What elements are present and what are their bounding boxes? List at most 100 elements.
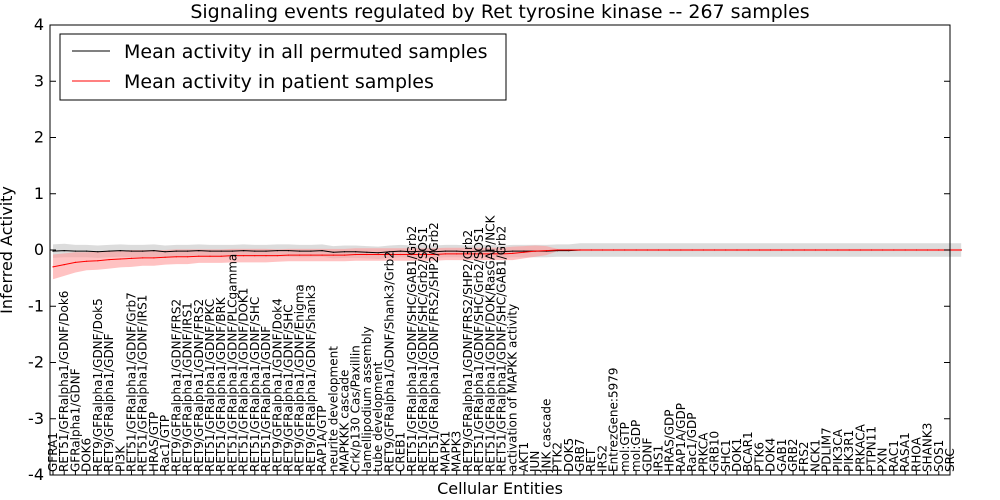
series-0-point (164, 251, 166, 253)
series-1-point (478, 253, 480, 255)
category-label: RET51/GFRalpha1/GDNF/SHC/Grb2/SOS1 (416, 227, 430, 472)
legend-label-0: Mean activity in all permuted samples (124, 41, 487, 63)
category-label: MAPK1 (438, 431, 452, 472)
series-0-point (130, 250, 133, 252)
category-label: IRS2 (595, 445, 609, 472)
series-1-point (456, 253, 458, 255)
series-1-line (52, 249, 962, 268)
series-0-point (209, 250, 211, 252)
category-label: RET51/GFRalpha1/GDNF/DOK1 (237, 288, 251, 472)
series-1-point (568, 249, 570, 251)
series-1-point (422, 253, 424, 256)
category-label: mol:GDP (629, 420, 643, 472)
category-label: GDNF (640, 437, 654, 472)
series-1-point (613, 249, 615, 251)
series-0-point (97, 251, 99, 253)
category-label: lamellipodium assembly (360, 326, 374, 472)
series-1-point (86, 260, 88, 262)
category-label: MAPKKK cascade (338, 370, 352, 472)
series-1-point (713, 249, 716, 251)
category-label: GFRA1 (46, 432, 60, 472)
series-1-point (467, 253, 469, 255)
series-1-point (388, 253, 390, 256)
series-1-point (669, 249, 671, 251)
category-label: GRB7 (573, 438, 587, 472)
category-label: PIK3R1 (842, 430, 856, 472)
category-label: PTK2 (551, 442, 565, 472)
series-0-point (444, 250, 446, 252)
category-label: RET9/GFRalpha1/GDNF/Dok5 (91, 298, 105, 472)
series-0-point (366, 251, 368, 253)
category-label: DOK4 (764, 438, 778, 472)
series-1-point (814, 249, 817, 251)
category-label: AKT1 (517, 442, 531, 472)
series-1-point (960, 249, 962, 251)
category-label: RAP1A/GTP (315, 405, 329, 472)
series-0-point (388, 251, 390, 253)
series-1-point (377, 253, 379, 256)
category-label: RET9/GFRalpha1/GDNF/Enigma (293, 284, 307, 472)
series-1-point (938, 249, 940, 251)
series-1-point (433, 253, 435, 256)
category-label: RET51/GFRalpha1/GDNF/IRS1 (136, 295, 150, 472)
category-label: tube development (371, 361, 385, 472)
category-label: RET9/GFRalpha1/GDNF/Shank3 (304, 285, 318, 472)
series-1-point (904, 249, 906, 251)
category-label: MAPK3 (450, 431, 464, 472)
series-0-point (478, 250, 480, 252)
y-tick-label: -1 (28, 296, 44, 315)
series-0-point (63, 250, 65, 252)
category-label: Crk/p130 Cas/Paxillin (349, 345, 363, 472)
category-label: RAC1 (887, 440, 901, 472)
category-label: GRB10 (708, 431, 722, 472)
category-label: mol:GTP (618, 422, 632, 472)
series-1-band (53, 245, 962, 280)
series-0-point (175, 250, 177, 252)
category-label: Rac1/GDP (685, 413, 699, 472)
category-label: CREB1 (394, 432, 408, 472)
series-1-point (770, 249, 772, 251)
series-1-point (310, 254, 312, 256)
series-1-point (231, 255, 233, 257)
series-1-point (108, 259, 110, 261)
category-label: SOS1 (932, 440, 946, 472)
category-label: activation of MAPKK activity (506, 304, 520, 472)
x-axis-label: Cellular Entities (437, 479, 563, 498)
series-1-point (276, 255, 278, 257)
series-1-point (545, 250, 548, 252)
category-label: DOK6 (80, 438, 94, 472)
series-1-point (411, 253, 413, 256)
series-1-point (287, 254, 290, 256)
series-1-point (400, 253, 402, 256)
category-label: RAP1A/GDP (674, 403, 688, 472)
category-label: RET51/GFRalpha1/GDNF/Dok6 (57, 291, 71, 472)
category-label: Rac1/GTP (158, 415, 172, 472)
legend-box (59, 33, 507, 101)
series-1-point (557, 249, 559, 251)
series-0-point (231, 250, 233, 252)
series-1-point (870, 249, 873, 251)
category-label: PRKACA (853, 423, 867, 472)
series-1-point (489, 253, 491, 255)
category-label: RET9/GFRalpha1/GDNF/Shank3/Grb2 (382, 251, 396, 472)
category-label: RET51/GFRalpha1/GDNF/SHC/GAB1/Grb2 (495, 226, 509, 472)
category-label: GRB2 (786, 438, 800, 472)
series-0-point (220, 250, 222, 252)
series-0-point (276, 250, 278, 252)
series-0-point (74, 250, 76, 252)
series-0-point (343, 251, 346, 253)
category-label: RHOA (909, 436, 923, 472)
category-label: HRAS/GTP (147, 412, 161, 472)
category-label: GFRalpha1/GDNF (68, 368, 82, 472)
category-label: PI3K (113, 445, 127, 472)
y-tick-label: -4 (28, 465, 44, 484)
y-tick-label: 4 (34, 15, 44, 34)
series-0-point (153, 250, 155, 252)
series-1-point (119, 258, 121, 260)
category-label: PTPN11 (865, 426, 879, 472)
series-1-point (534, 250, 536, 252)
series-0-point (52, 250, 54, 252)
series-1-point (859, 249, 861, 251)
category-label: SRC (943, 448, 957, 472)
category-label: FRS2 (797, 442, 811, 473)
